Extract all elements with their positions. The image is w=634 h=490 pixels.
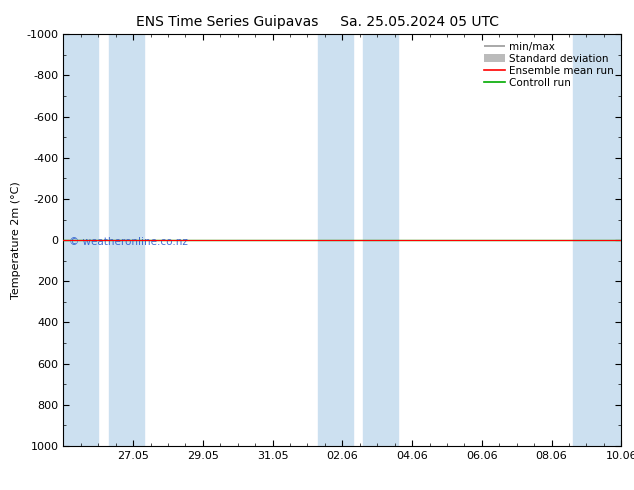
Text: ENS Time Series Guipavas     Sa. 25.05.2024 05 UTC: ENS Time Series Guipavas Sa. 25.05.2024 …: [136, 15, 498, 29]
Bar: [109, 34, 143, 446]
Bar: [363, 34, 398, 446]
Bar: [573, 34, 621, 446]
Y-axis label: Temperature 2m (°C): Temperature 2m (°C): [11, 181, 21, 299]
Legend: min/max, Standard deviation, Ensemble mean run, Controll run: min/max, Standard deviation, Ensemble me…: [482, 40, 616, 90]
Bar: [318, 34, 353, 446]
Text: © weatheronline.co.nz: © weatheronline.co.nz: [69, 237, 188, 247]
Bar: [63, 34, 98, 446]
